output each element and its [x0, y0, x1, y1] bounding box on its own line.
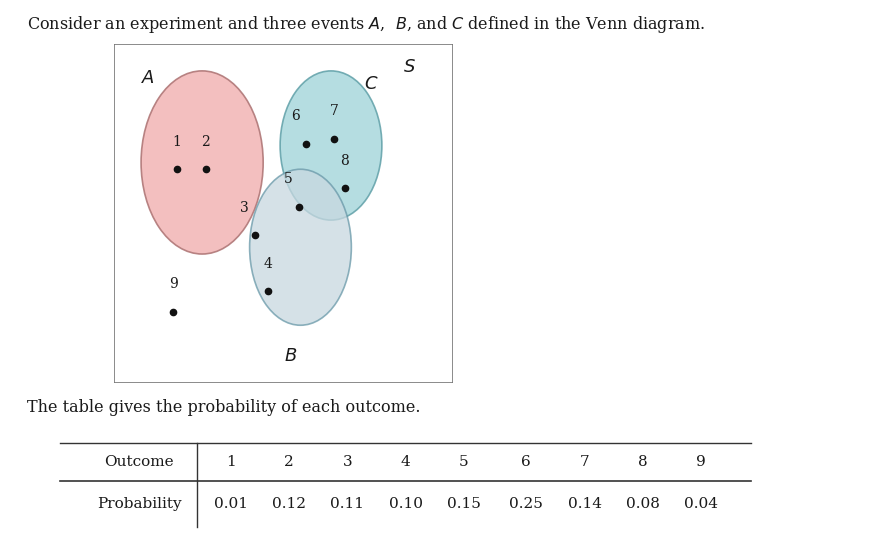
Text: 7: 7 — [579, 455, 589, 469]
Text: 0.01: 0.01 — [214, 497, 247, 511]
Text: 0.11: 0.11 — [330, 497, 364, 511]
Text: 1: 1 — [172, 135, 181, 149]
Text: 0.12: 0.12 — [272, 497, 306, 511]
Text: 6: 6 — [291, 109, 299, 124]
Text: $A$: $A$ — [141, 69, 155, 86]
Text: 0.15: 0.15 — [447, 497, 481, 511]
Text: 0.10: 0.10 — [389, 497, 423, 511]
Text: 0.04: 0.04 — [684, 497, 719, 511]
Ellipse shape — [141, 71, 263, 254]
Text: 5: 5 — [459, 455, 469, 469]
Text: 9: 9 — [696, 455, 706, 469]
Ellipse shape — [280, 71, 382, 220]
Text: 2: 2 — [284, 455, 294, 469]
Text: 8: 8 — [638, 455, 648, 469]
Text: 0.14: 0.14 — [568, 497, 602, 511]
Text: $S$: $S$ — [402, 59, 416, 77]
Text: 1: 1 — [226, 455, 236, 469]
Text: $B$: $B$ — [284, 347, 297, 365]
Text: 9: 9 — [169, 277, 178, 292]
Ellipse shape — [250, 169, 352, 325]
Text: 5: 5 — [284, 172, 293, 186]
Text: $C$: $C$ — [364, 75, 379, 94]
Text: The table gives the probability of each outcome.: The table gives the probability of each … — [27, 399, 420, 416]
Text: 0.25: 0.25 — [509, 497, 543, 511]
Text: 4: 4 — [264, 257, 273, 271]
Text: Consider an experiment and three events $A$,  $B$, and $C$ defined in the Venn d: Consider an experiment and three events … — [27, 14, 704, 34]
Text: 8: 8 — [340, 154, 349, 167]
Text: 6: 6 — [521, 455, 532, 469]
Text: 3: 3 — [240, 201, 249, 215]
Text: 3: 3 — [342, 455, 352, 469]
Text: Outcome: Outcome — [105, 455, 174, 469]
Text: 0.08: 0.08 — [626, 497, 660, 511]
Text: 7: 7 — [330, 104, 338, 118]
Text: Probability: Probability — [97, 497, 182, 511]
Text: 4: 4 — [400, 455, 410, 469]
Text: 2: 2 — [201, 135, 210, 149]
